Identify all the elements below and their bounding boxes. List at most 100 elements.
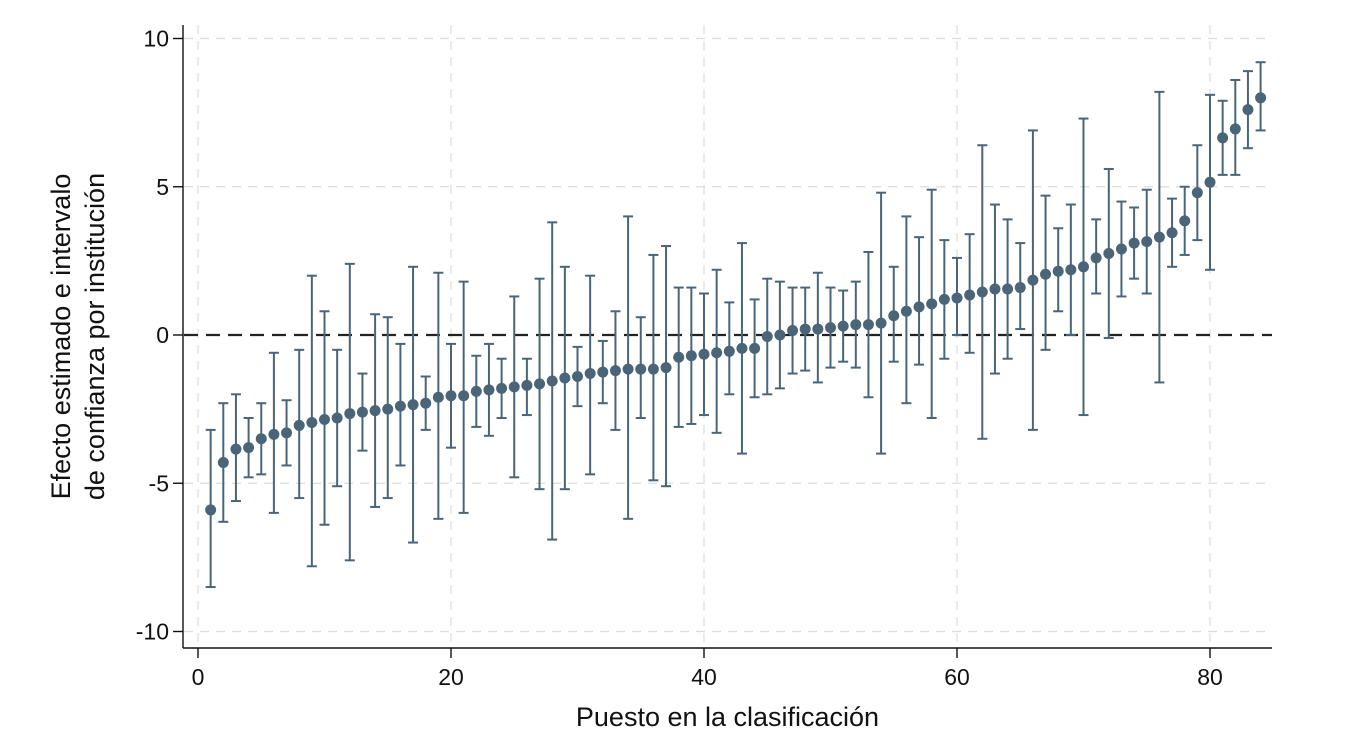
point-estimate: [508, 381, 520, 393]
point-estimate: [1052, 265, 1064, 277]
point-estimate: [356, 406, 368, 418]
point-estimate: [331, 412, 343, 424]
point-estimate: [736, 342, 748, 354]
x-tick-label: 0: [192, 664, 205, 690]
point-estimate: [1065, 264, 1077, 276]
point-estimate: [521, 379, 533, 391]
point-estimate: [1229, 123, 1241, 135]
point-estimate: [243, 442, 255, 454]
point-estimate: [1204, 176, 1216, 188]
point-estimate: [559, 372, 571, 384]
point-estimate: [1255, 92, 1267, 104]
x-tick-label: 60: [944, 664, 970, 690]
point-estimate: [255, 433, 267, 445]
axes: 10 5 0 -5 -10 0 20 40 60 80: [136, 25, 1272, 690]
point-estimate: [749, 342, 761, 354]
point-estimate: [407, 399, 419, 411]
point-estimate: [622, 363, 634, 375]
point-estimate: [609, 365, 621, 377]
point-estimate: [1090, 252, 1102, 264]
point-estimate: [1014, 282, 1026, 294]
point-estimate: [293, 419, 305, 431]
point-estimate: [1141, 236, 1153, 248]
y-axis-title-line: Efecto estimado e intervalo: [46, 174, 76, 500]
x-tick-label: 40: [691, 664, 717, 690]
point-estimate: [976, 286, 988, 298]
point-estimate: [268, 428, 280, 440]
point-estimate: [281, 427, 293, 439]
point-estimate: [205, 504, 217, 516]
point-estimate: [723, 345, 735, 357]
point-estimate: [369, 405, 381, 417]
point-estimate: [458, 390, 470, 402]
point-estimate: [938, 293, 950, 305]
point-estimate: [546, 375, 558, 387]
point-estimate: [837, 320, 849, 332]
point-estimate: [685, 350, 697, 362]
point-estimate: [635, 363, 647, 375]
y-axis-title: Efecto estimado e intervalo de confianza …: [46, 173, 110, 500]
x-tick-label: 20: [438, 664, 464, 690]
point-estimate: [432, 391, 444, 403]
point-estimate: [217, 456, 229, 468]
point-estimate: [964, 289, 976, 301]
y-tick-label: 10: [143, 26, 169, 52]
point-estimate: [306, 416, 318, 428]
point-estimate: [673, 351, 685, 363]
point-estimate: [445, 390, 457, 402]
point-estimate: [584, 368, 596, 380]
point-estimate: [1166, 227, 1178, 239]
point-estimate: [483, 384, 495, 396]
y-axis-title-line: de confianza por institución: [80, 173, 110, 500]
y-tick-label: -10: [136, 619, 169, 645]
point-estimate: [1217, 132, 1229, 144]
x-axis-title: Puesto en la clasificación: [576, 702, 879, 732]
point-estimate: [1115, 243, 1127, 255]
point-estimate: [875, 317, 887, 329]
point-estimate: [989, 283, 1001, 295]
point-estimate: [230, 443, 242, 455]
point-estimate: [774, 329, 786, 341]
point-estimate: [1191, 187, 1203, 199]
point-estimate: [698, 348, 710, 360]
point-estimate: [382, 403, 394, 415]
point-estimate: [761, 330, 773, 342]
point-estimate: [319, 414, 330, 426]
point-estimate: [900, 305, 912, 317]
point-estimates: [205, 92, 1267, 516]
point-estimate: [572, 371, 583, 383]
point-estimate: [951, 292, 963, 304]
point-estimate: [888, 310, 900, 322]
y-tick-label: 5: [156, 174, 169, 200]
point-estimate: [1027, 274, 1039, 286]
y-tick-label: 0: [156, 322, 169, 348]
point-estimate: [1103, 247, 1115, 259]
point-estimate: [926, 298, 938, 310]
point-estimate: [787, 325, 799, 337]
point-estimate: [470, 385, 482, 397]
point-estimate: [850, 319, 862, 331]
point-estimate: [420, 397, 432, 409]
point-estimate: [812, 323, 824, 335]
point-estimate: [862, 319, 874, 331]
point-estimate: [1153, 231, 1165, 243]
point-estimate: [660, 362, 672, 374]
point-estimate: [1179, 215, 1191, 227]
point-estimate: [496, 382, 508, 394]
point-estimate: [913, 301, 925, 313]
point-estimate: [711, 347, 723, 359]
point-estimate: [344, 408, 356, 420]
point-estimate: [647, 363, 659, 375]
point-estimate: [799, 323, 811, 335]
point-estimate: [1128, 237, 1140, 249]
point-estimate: [1242, 104, 1254, 116]
point-estimate: [1078, 261, 1089, 273]
point-estimate: [394, 400, 406, 412]
point-estimate: [825, 322, 836, 334]
point-estimate: [534, 378, 546, 390]
point-estimate: [597, 366, 609, 378]
x-tick-label: 80: [1197, 664, 1223, 690]
y-tick-label: -5: [149, 470, 169, 496]
point-estimate: [1002, 283, 1014, 295]
